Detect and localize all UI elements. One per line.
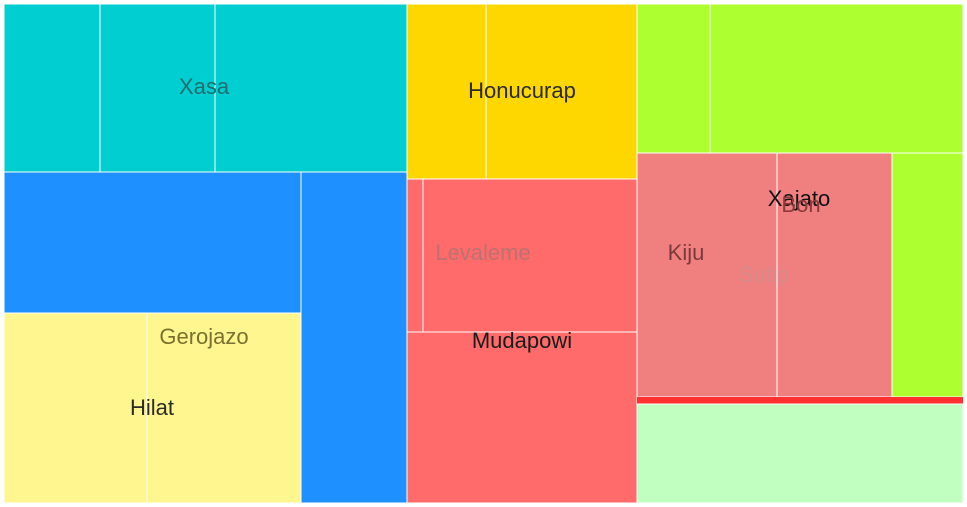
treemap-cell-blue-2 <box>300 171 408 504</box>
treemap-rects <box>3 3 964 504</box>
treemap-label-xajato: Xajato <box>768 186 830 211</box>
treemap-label-mudapowi: Mudapowi <box>472 328 572 353</box>
treemap-label-levaleme: Levaleme <box>435 240 530 265</box>
treemap-label-hilat: Hilat <box>130 395 174 420</box>
treemap-label-honucurap: Honucurap <box>468 78 576 103</box>
treemap-cell-coral-1 <box>636 152 778 398</box>
treemap-cell-yellow-1 <box>3 312 148 504</box>
treemap-label-bon: Bon <box>781 192 820 217</box>
treemap-label-gerojazo: Gerojazo <box>159 324 248 349</box>
treemap-cell-red-3 <box>406 331 638 504</box>
treemap-cell-cyan-2 <box>99 3 216 173</box>
treemap-label-kiju: Kiju <box>668 240 705 265</box>
treemap-cell-blue-1 <box>3 171 302 314</box>
treemap-cell-red-line <box>637 397 963 404</box>
treemap-cell-red-1 <box>406 178 424 333</box>
treemap-cell-yellow-2 <box>146 312 302 504</box>
treemap-label-xasa: Xasa <box>179 74 230 99</box>
treemap-cell-cyan-3 <box>214 3 408 173</box>
treemap-label-sutip: Sutip <box>739 262 789 287</box>
treemap-cell-green-2 <box>709 3 964 154</box>
treemap-cell-gold-2 <box>485 3 638 180</box>
treemap-cell-mint-1 <box>636 403 964 504</box>
treemap-labels: Xasa Honucurap Levaleme Mudapowi Kiju XajatoB… <box>130 74 830 420</box>
treemap-cell-green-1 <box>636 3 711 154</box>
treemap-cell-coral-2 <box>776 152 893 398</box>
treemap-cell-green-3 <box>891 152 964 398</box>
treemap-cell-cyan-1 <box>3 3 101 173</box>
treemap-cell-gold-1 <box>406 3 487 180</box>
